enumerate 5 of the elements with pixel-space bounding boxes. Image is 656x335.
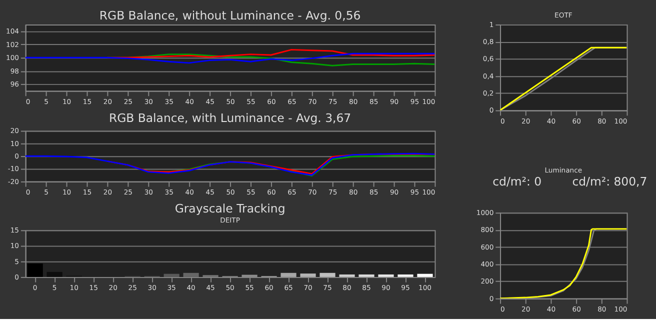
text: cd/m²: 800,7 [572, 174, 648, 188]
text: cd/m²: 0 [492, 174, 542, 188]
chart-title: Grayscale Tracking [174, 202, 286, 216]
chart-title: RGB Balance, without Luminance - Avg. 0,56 [99, 8, 361, 23]
chart-title: RGB Balance, with Luminance - Avg. 3,67 [108, 110, 352, 125]
